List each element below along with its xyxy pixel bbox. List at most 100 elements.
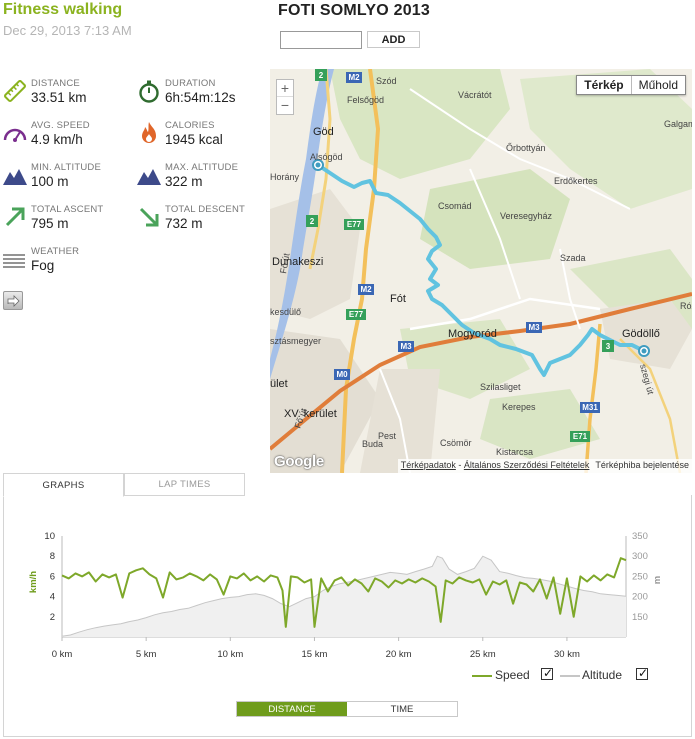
map-footer: Térképadatok - Általános Szerződési Felt… bbox=[397, 459, 692, 473]
road-shield: M3 bbox=[400, 342, 412, 351]
place-label: Rózsa bbox=[680, 301, 692, 311]
tab-lap-times[interactable]: LAP TIMES bbox=[124, 473, 245, 496]
y-tick-label: 10 bbox=[44, 531, 55, 542]
tag-input[interactable] bbox=[280, 31, 362, 49]
y-tick-label: 6 bbox=[50, 571, 55, 582]
place-label: Szód bbox=[376, 76, 397, 86]
map-type-toggle: Térkép Műhold bbox=[576, 75, 686, 95]
zoom-out-button[interactable]: − bbox=[280, 97, 290, 113]
trip-title: FOTI SOMLYO 2013 bbox=[278, 2, 430, 19]
stat-value: 4.9 km/h bbox=[31, 132, 83, 147]
footer-separator: - bbox=[455, 460, 464, 470]
tab-graphs[interactable]: GRAPHS bbox=[3, 473, 124, 497]
stat-value: 33.51 km bbox=[31, 90, 87, 105]
y-tick-label: 2 bbox=[50, 612, 55, 623]
x-tick-label: 0 km bbox=[52, 649, 73, 660]
place-label: XV. kerület bbox=[284, 408, 337, 420]
y2-axis-label: m bbox=[652, 576, 663, 584]
place-label: Horány bbox=[270, 172, 300, 182]
chart-tick-labels: 0 km 5 km 10 km 15 km 20 km 25 km 30 km 2 4 6 8 10 1… bbox=[44, 531, 647, 660]
fog-icon bbox=[3, 254, 25, 268]
x-tick-label: 10 km bbox=[217, 649, 243, 660]
zoom-in-button[interactable]: + bbox=[277, 80, 293, 97]
y2-tick-label: 200 bbox=[632, 592, 648, 603]
route-map[interactable]: 2 M2 2 E77 M2 E77 M3 M3 3 M0 M31 E71 Fel… bbox=[270, 69, 692, 473]
place-label: Kistarcsa bbox=[496, 447, 533, 457]
map-data-link[interactable]: Térképadatok bbox=[400, 460, 456, 470]
stat-label: CALORIES bbox=[165, 120, 215, 131]
x-axis-distance-button[interactable]: DISTANCE bbox=[237, 702, 347, 716]
place-label: Erdőkertes bbox=[554, 176, 598, 186]
y-tick-label: 4 bbox=[50, 592, 55, 603]
road-shield: 3 bbox=[606, 342, 611, 351]
x-axis-toggle: DISTANCE TIME bbox=[236, 701, 458, 717]
flame-icon bbox=[142, 122, 156, 143]
map-report-link[interactable]: Térképhiba bejelentése bbox=[595, 460, 689, 470]
add-button[interactable]: ADD bbox=[367, 31, 420, 48]
place-label: Fő út bbox=[278, 252, 291, 274]
map-terms-link[interactable]: Általános Szerződési Feltételek bbox=[463, 460, 590, 470]
map-type-satellite[interactable]: Műhold bbox=[638, 78, 678, 92]
x-tick-label: 5 km bbox=[136, 649, 157, 660]
road-shield: E77 bbox=[347, 220, 362, 229]
google-logo: Google bbox=[274, 453, 324, 470]
road-shield: M31 bbox=[582, 403, 598, 412]
y-axis-label: km/h bbox=[28, 571, 39, 593]
stat-max-altitude: MAX. ALTITUDE 322 m bbox=[137, 161, 267, 197]
place-label: Veresegyház bbox=[500, 211, 553, 221]
map-type-map[interactable]: Térkép bbox=[577, 76, 632, 94]
altitude-area bbox=[62, 556, 626, 637]
place-label: Kerepes bbox=[502, 402, 536, 412]
stat-min-altitude: MIN. ALTITUDE 100 m bbox=[3, 161, 133, 197]
stat-distance: DISTANCE 33.51 km bbox=[3, 77, 133, 113]
stat-total-ascent: TOTAL ASCENT 795 m bbox=[3, 203, 133, 239]
arrow-up-right-icon bbox=[5, 207, 25, 227]
place-label: Szilasliget bbox=[480, 382, 521, 392]
stat-calories: CALORIES 1945 kcal bbox=[137, 119, 267, 155]
place-label: Buda bbox=[362, 439, 383, 449]
graph-panel bbox=[3, 495, 692, 737]
stat-value: 6h:54m:12s bbox=[165, 90, 236, 105]
place-label: ület bbox=[270, 378, 288, 390]
place-label: Vácrátót bbox=[458, 90, 492, 100]
stat-label: TOTAL ASCENT bbox=[31, 204, 104, 215]
place-label: Gödöllő bbox=[622, 328, 660, 340]
arrow-down-right-icon bbox=[139, 207, 159, 227]
stat-label: TOTAL DESCENT bbox=[165, 204, 246, 215]
stat-value: 795 m bbox=[31, 216, 69, 231]
altitude-toggle-checkbox[interactable] bbox=[636, 666, 648, 680]
legend-altitude-label: Altitude bbox=[582, 668, 623, 682]
place-label: Alsógöd bbox=[310, 152, 343, 162]
place-label: Felsőgöd bbox=[347, 95, 384, 105]
speed-series-line bbox=[61, 557, 627, 628]
share-icon[interactable] bbox=[3, 291, 23, 310]
altitude-series-line bbox=[61, 555, 627, 637]
x-tick-label: 25 km bbox=[470, 649, 496, 660]
road-shield: E77 bbox=[349, 310, 364, 319]
mountain-icon bbox=[137, 169, 161, 185]
y2-tick-label: 350 bbox=[632, 531, 648, 542]
stat-label: MIN. ALTITUDE bbox=[31, 162, 101, 173]
place-label: Csömör bbox=[440, 438, 472, 448]
y2-tick-label: 150 bbox=[632, 612, 648, 623]
ruler-icon bbox=[4, 80, 26, 102]
road-shield: E71 bbox=[573, 432, 588, 441]
legend-speed-label: Speed bbox=[495, 668, 530, 682]
stat-value: 732 m bbox=[165, 216, 203, 231]
speed-toggle-checkbox[interactable] bbox=[541, 666, 553, 680]
y2-tick-label: 250 bbox=[632, 571, 648, 582]
road-shield: M0 bbox=[336, 370, 348, 379]
place-label: Mogyoród bbox=[448, 328, 497, 340]
speedometer-icon bbox=[3, 128, 27, 142]
stat-label: MAX. ALTITUDE bbox=[165, 162, 239, 173]
activity-type: Fitness walking bbox=[3, 1, 123, 18]
road-shield: 2 bbox=[319, 71, 324, 80]
place-label: Dunakeszi bbox=[272, 256, 323, 268]
road-shield: 2 bbox=[310, 217, 315, 226]
x-tick-label: 20 km bbox=[386, 649, 412, 660]
stat-avg-speed: AVG. SPEED 4.9 km/h bbox=[3, 119, 133, 155]
legend-speed-swatch bbox=[472, 675, 492, 677]
stat-label: DURATION bbox=[165, 78, 216, 89]
map-canvas: 2 M2 2 E77 M2 E77 M3 M3 3 M0 M31 E71 Fel… bbox=[270, 69, 692, 473]
x-axis-time-button[interactable]: TIME bbox=[347, 702, 457, 716]
